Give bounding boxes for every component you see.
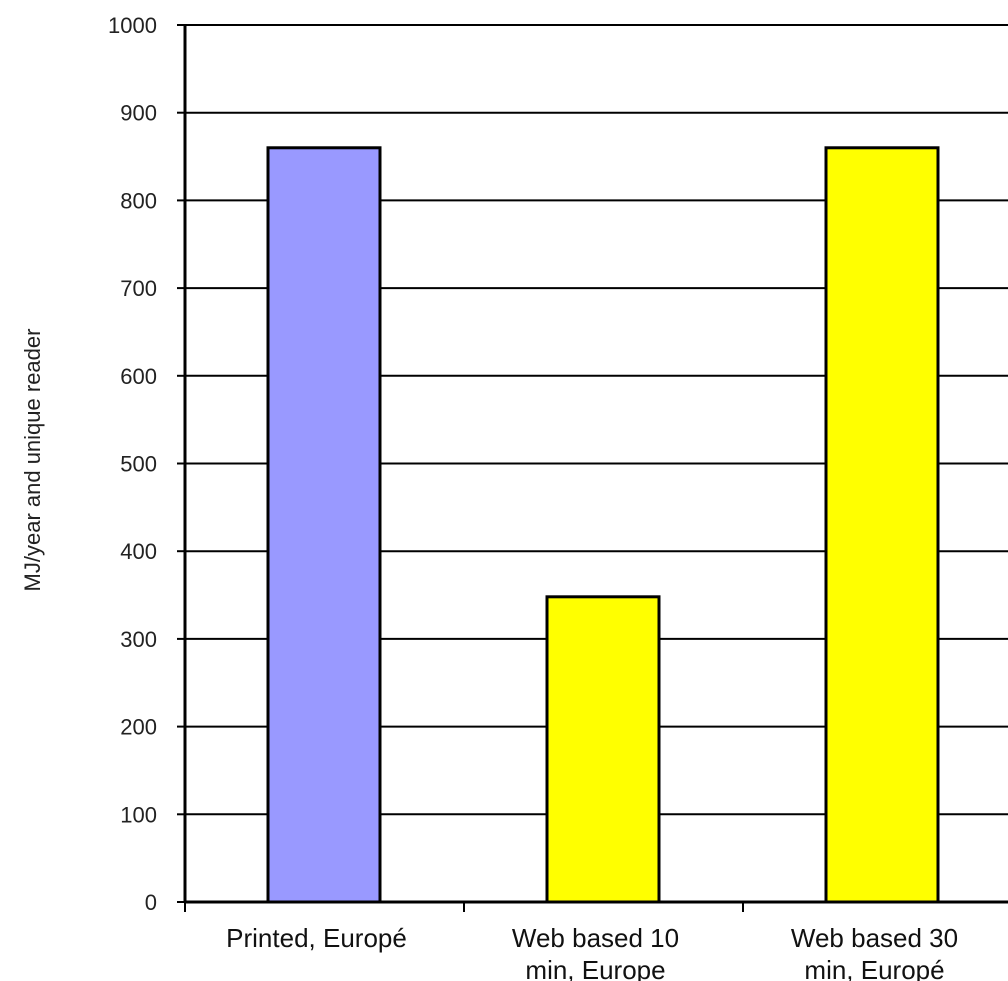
bar [268, 148, 380, 902]
y-tick-label: 0 [145, 890, 157, 915]
x-category-label: min, Europe [525, 955, 665, 981]
y-axis-title: MJ/year and unique reader [20, 329, 45, 592]
y-tick-label: 600 [120, 364, 157, 389]
y-tick-label: 1000 [108, 13, 157, 38]
y-tick-label: 500 [120, 452, 157, 477]
y-tick-label: 400 [120, 539, 157, 564]
y-tick-label: 200 [120, 715, 157, 740]
bars [268, 148, 938, 902]
y-tick-label: 900 [120, 101, 157, 126]
x-category-label: Printed, Europé [226, 923, 407, 953]
x-category-label: min, Europé [804, 955, 944, 981]
bar [826, 148, 938, 902]
y-tick-label: 100 [120, 802, 157, 827]
y-tick-labels: 0 100 200 300 400 500 600 700 800 900 1000 [108, 13, 157, 915]
bar [547, 597, 659, 902]
y-tick-label: 300 [120, 627, 157, 652]
x-category-label: Web based 10 [512, 923, 679, 953]
y-tick-label: 700 [120, 276, 157, 301]
y-tick-label: 800 [120, 188, 157, 213]
x-category-label: Web based 30 [791, 923, 958, 953]
